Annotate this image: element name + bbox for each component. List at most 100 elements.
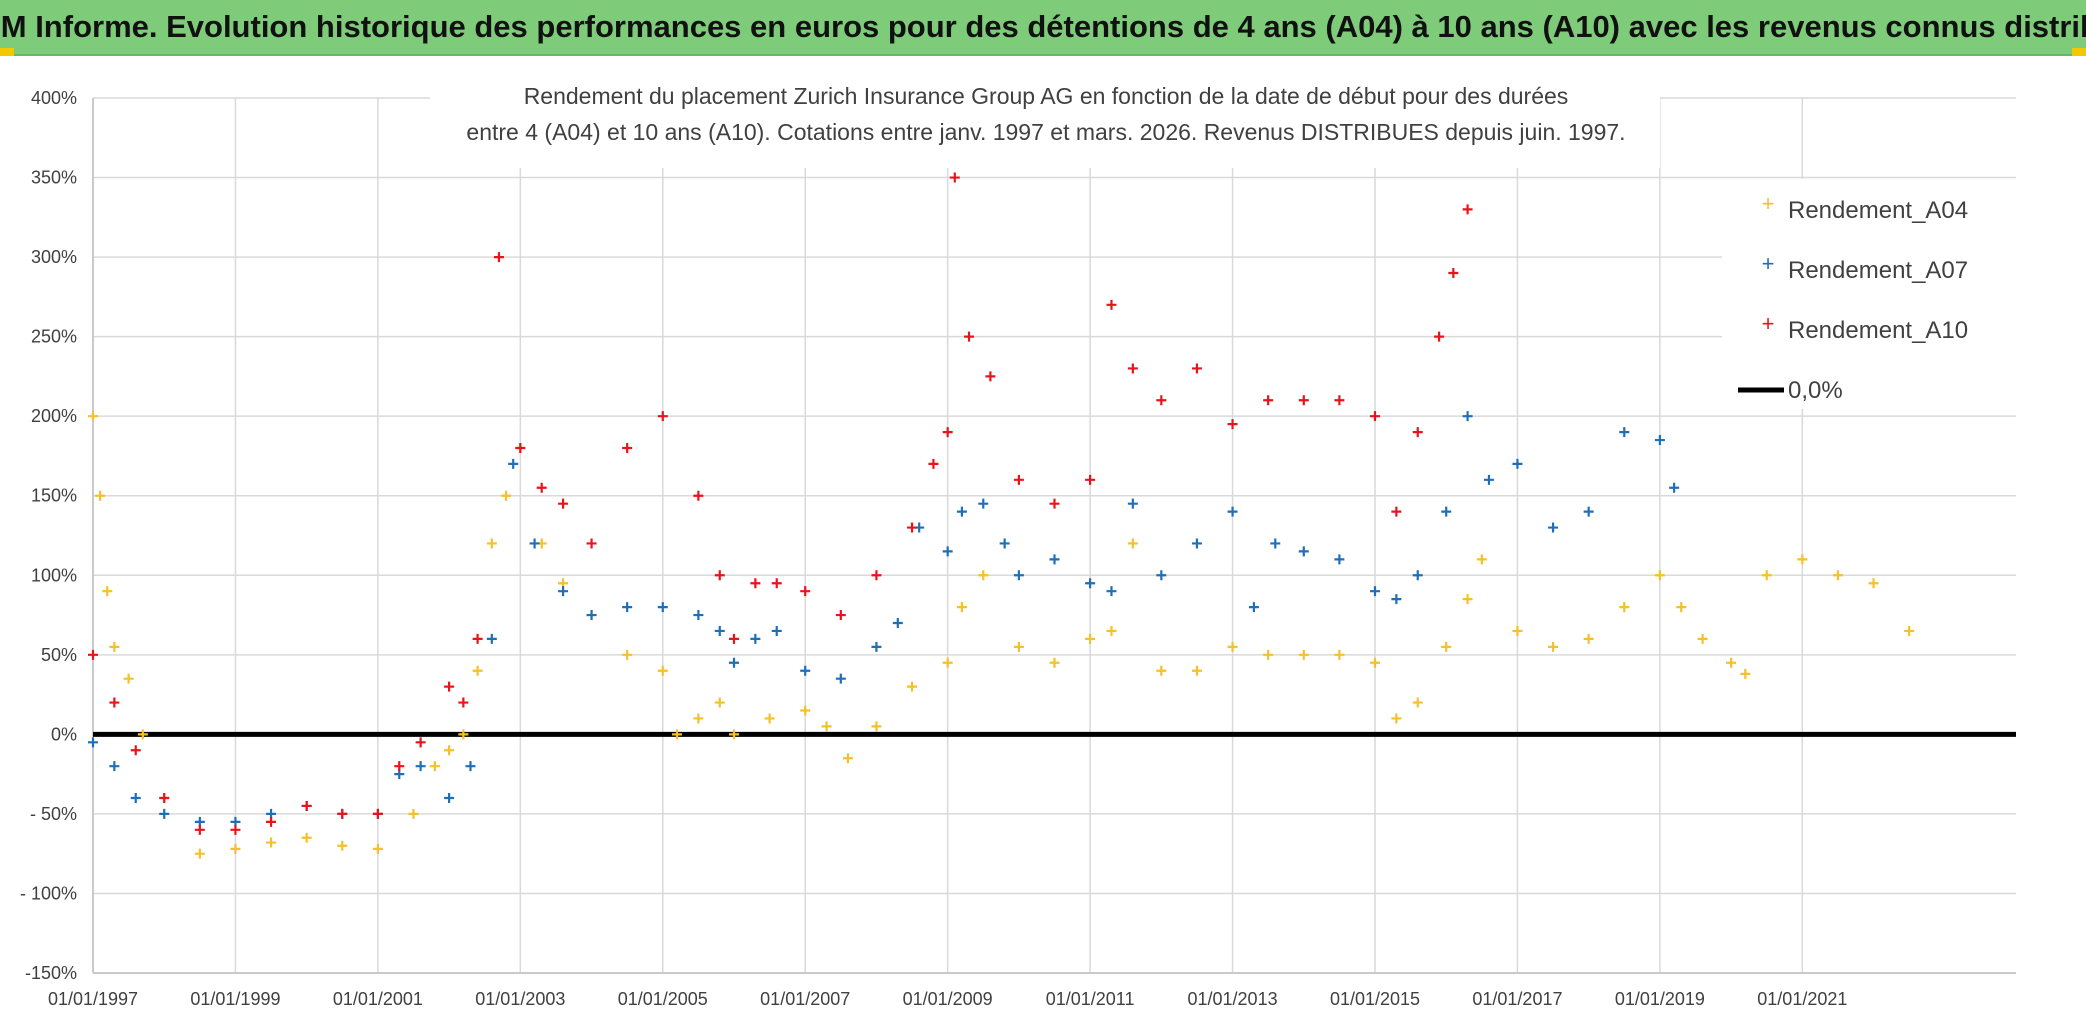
data-point [1085, 578, 1096, 589]
data-point [672, 729, 683, 740]
data-point [472, 633, 483, 644]
data-points [88, 172, 1915, 859]
data-point [1156, 395, 1167, 406]
data-point [1334, 395, 1345, 406]
y-axis: 400% 350% 300% 250% 200% 150% 100% 50% 0% - 50% - … [20, 88, 77, 983]
data-point [956, 602, 967, 613]
data-point [871, 641, 882, 652]
data-point [1156, 570, 1167, 581]
data-point [1227, 641, 1238, 652]
data-point [159, 808, 170, 819]
y-tick-label: 250% [31, 327, 77, 347]
data-point [657, 665, 668, 676]
data-point [1669, 482, 1680, 493]
data-point [964, 331, 975, 342]
banner-corner-right [2072, 48, 2086, 56]
data-point [465, 761, 476, 772]
data-point [444, 793, 455, 803]
data-point [372, 843, 383, 854]
y-tick-label: 350% [31, 168, 77, 188]
data-point [109, 761, 120, 772]
data-point [1391, 594, 1402, 605]
data-point [394, 761, 405, 772]
data-point [1654, 570, 1665, 581]
title-background [430, 68, 1660, 168]
x-tick-label: 01/01/1997 [48, 989, 138, 1009]
data-point [1370, 586, 1380, 597]
data-point [956, 506, 967, 517]
y-tick-label: 400% [31, 88, 77, 108]
legend-label-a10: Rendement_A10 [1788, 317, 1968, 344]
y-tick-label: 50% [41, 645, 77, 665]
data-point [693, 490, 704, 501]
legend-label-a04: Rendement_A04 [1788, 197, 1968, 224]
data-point [1227, 506, 1238, 517]
data-point [1049, 554, 1060, 565]
data-point [1726, 657, 1737, 668]
data-point [750, 578, 761, 589]
legend-marker-a07: + [1762, 251, 1775, 276]
x-tick-label: 01/01/2011 [1046, 989, 1135, 1009]
x-tick-label: 01/01/1999 [190, 989, 280, 1009]
data-point [1298, 546, 1309, 557]
data-point [949, 172, 960, 183]
data-point [871, 570, 882, 581]
x-tick-label: 01/01/2021 [1757, 989, 1847, 1009]
series-Rendement_A10 [88, 172, 1473, 835]
data-point [622, 649, 633, 660]
data-point [942, 427, 953, 438]
y-tick-label: 100% [31, 565, 77, 585]
data-point [137, 729, 148, 740]
data-point [1391, 506, 1402, 517]
data-point [1106, 625, 1117, 636]
data-point [415, 737, 426, 748]
data-point [529, 538, 540, 549]
data-point [508, 458, 519, 469]
data-point [978, 498, 989, 509]
data-point [472, 665, 483, 676]
data-point [800, 705, 811, 716]
data-point [1654, 435, 1665, 446]
data-point [1761, 570, 1772, 581]
data-point [1370, 411, 1380, 422]
data-point [693, 610, 704, 621]
data-point [771, 578, 782, 589]
data-point [1462, 204, 1473, 215]
x-tick-label: 01/01/2007 [760, 989, 850, 1009]
data-point [372, 808, 383, 819]
data-point [693, 713, 704, 724]
data-point [194, 824, 205, 835]
data-point [1127, 363, 1138, 374]
data-point [266, 837, 277, 848]
legend: + Rendement_A04 + Rendement_A07 + Rendem… [1722, 179, 2022, 409]
data-point [536, 482, 547, 493]
legend-label-zero: 0,0% [1788, 377, 1843, 404]
data-point [1127, 538, 1138, 549]
x-tick-label: 01/01/2017 [1472, 989, 1562, 1009]
data-point [1512, 625, 1523, 636]
x-tick-label: 01/01/2019 [1615, 989, 1705, 1009]
data-point [109, 641, 120, 652]
data-point [123, 673, 134, 684]
data-point [1013, 570, 1024, 581]
data-point [1483, 474, 1494, 485]
x-tick-label: 01/01/2015 [1330, 989, 1420, 1009]
data-point [1106, 299, 1117, 310]
data-point [1013, 641, 1024, 652]
data-point [444, 681, 455, 692]
data-point [1127, 498, 1138, 509]
y-tick-label: -150% [25, 963, 77, 983]
data-point [1868, 578, 1879, 589]
data-point [1462, 594, 1473, 605]
data-point [1298, 649, 1309, 660]
legend-marker-a10: + [1762, 311, 1775, 336]
data-point [1676, 602, 1687, 613]
data-point [1832, 570, 1843, 581]
data-point [1085, 633, 1096, 644]
data-point [1191, 363, 1202, 374]
data-point [1697, 633, 1708, 644]
data-point [501, 490, 512, 501]
data-point [1334, 554, 1345, 565]
data-point [729, 729, 739, 740]
